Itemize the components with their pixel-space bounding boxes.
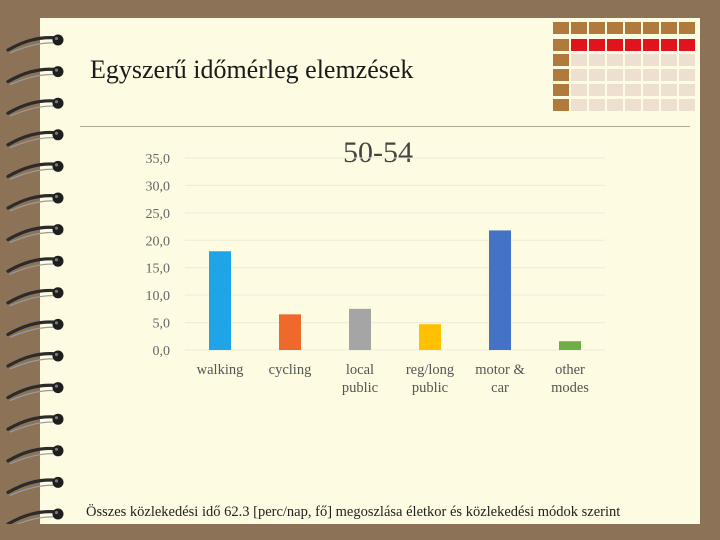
grid-deco-cell xyxy=(553,84,569,96)
y-tick-label: 25,0 xyxy=(146,207,171,222)
grid-deco-cell xyxy=(679,99,695,111)
y-tick-label: 10,0 xyxy=(146,289,171,304)
grid-deco-cell xyxy=(679,39,695,51)
grid-deco-cell xyxy=(661,22,677,34)
x-tick-label: cycling xyxy=(269,362,312,378)
spiral-ring xyxy=(6,350,64,370)
title-divider xyxy=(80,126,690,127)
grid-deco-cell xyxy=(625,99,641,111)
grid-deco-cell xyxy=(607,54,623,66)
grid-deco-cell xyxy=(607,69,623,81)
grid-deco-cell xyxy=(553,69,569,81)
grid-deco-cell xyxy=(643,54,659,66)
spiral-ring xyxy=(6,192,64,212)
grid-deco-cell xyxy=(607,84,623,96)
spiral-ring xyxy=(6,382,64,402)
grid-deco-cell xyxy=(553,54,569,66)
bar xyxy=(489,230,511,350)
x-tick-label: walking xyxy=(197,362,244,378)
bar xyxy=(559,341,581,350)
grid-deco-cell xyxy=(589,22,605,34)
corner-grid-decoration xyxy=(553,22,695,111)
spiral-ring xyxy=(6,318,64,338)
grid-deco-cell xyxy=(589,69,605,81)
grid-deco-cell xyxy=(571,39,587,51)
grid-deco-cell xyxy=(625,69,641,81)
grid-deco-cell xyxy=(571,54,587,66)
x-tick-label: local xyxy=(346,362,374,378)
grid-deco-cell xyxy=(571,84,587,96)
grid-deco-cell xyxy=(589,54,605,66)
chart-title: 50-54 xyxy=(343,136,413,169)
x-tick-label: reg/long xyxy=(406,362,454,378)
spiral-ring xyxy=(6,508,64,524)
spiral-ring xyxy=(6,224,64,244)
grid-deco-cell xyxy=(625,84,641,96)
grid-deco-cell xyxy=(589,39,605,51)
spiral-ring xyxy=(6,255,64,275)
grid-deco-cell xyxy=(643,39,659,51)
spiral-ring xyxy=(6,287,64,307)
y-tick-label: 15,0 xyxy=(146,262,171,277)
grid-deco-cell xyxy=(643,69,659,81)
grid-deco-cell xyxy=(625,39,641,51)
grid-deco-cell xyxy=(571,69,587,81)
slide-title: Egyszerű időmérleg elemzések xyxy=(90,55,414,84)
grid-deco-cell xyxy=(625,22,641,34)
y-tick-label: 5,0 xyxy=(153,317,171,332)
x-tick-label: motor & xyxy=(475,362,525,378)
grid-deco-cell xyxy=(589,84,605,96)
x-tick-label: other xyxy=(555,362,585,378)
grid-deco-cell xyxy=(661,39,677,51)
y-tick-label: 30,0 xyxy=(146,179,171,194)
bar xyxy=(279,314,301,350)
grid-deco-cell xyxy=(679,54,695,66)
y-tick-label: 35,0 xyxy=(146,152,171,167)
grid-deco-cell xyxy=(607,99,623,111)
y-tick-label: 20,0 xyxy=(146,234,171,249)
grid-deco-cell xyxy=(661,84,677,96)
spiral-binding xyxy=(6,34,64,524)
bar xyxy=(349,308,371,350)
bar xyxy=(419,324,441,350)
x-tick-label: car xyxy=(491,380,509,396)
chart-caption: Összes közlekedési idő 62.3 [perc/nap, f… xyxy=(86,504,621,520)
grid-deco-cell xyxy=(679,69,695,81)
grid-deco-cell xyxy=(643,22,659,34)
grid-deco-cell xyxy=(679,22,695,34)
grid-deco-cell xyxy=(553,99,569,111)
spiral-ring xyxy=(6,413,64,433)
spiral-ring xyxy=(6,34,64,54)
y-tick-label: 0,0 xyxy=(153,344,171,359)
grid-deco-cell xyxy=(643,84,659,96)
grid-deco-cell xyxy=(553,39,569,51)
bar-chart: 50-54 0,0 5,0 10,0 15,0 20,0 25,0 30,0 35,0 wal… xyxy=(146,136,605,396)
spiral-ring xyxy=(6,129,64,149)
grid-deco-cell xyxy=(625,54,641,66)
spiral-ring xyxy=(6,160,64,180)
spiral-ring xyxy=(6,445,64,465)
grid-deco-cell xyxy=(607,39,623,51)
grid-deco-cell xyxy=(661,54,677,66)
x-tick-label: modes xyxy=(551,380,589,396)
grid-deco-cell xyxy=(589,99,605,111)
grid-deco-cell xyxy=(661,99,677,111)
x-tick-label: public xyxy=(412,380,448,396)
x-tick-label: public xyxy=(342,380,378,396)
grid-deco-cell xyxy=(571,99,587,111)
grid-deco-cell xyxy=(661,69,677,81)
spiral-ring xyxy=(6,97,64,117)
spiral-ring xyxy=(6,66,64,86)
spiral-ring xyxy=(6,476,64,496)
bar xyxy=(209,251,231,350)
grid-deco-cell xyxy=(553,22,569,34)
grid-deco-cell xyxy=(571,22,587,34)
grid-deco-cell xyxy=(607,22,623,34)
grid-deco-cell xyxy=(643,99,659,111)
grid-deco-cell xyxy=(679,84,695,96)
